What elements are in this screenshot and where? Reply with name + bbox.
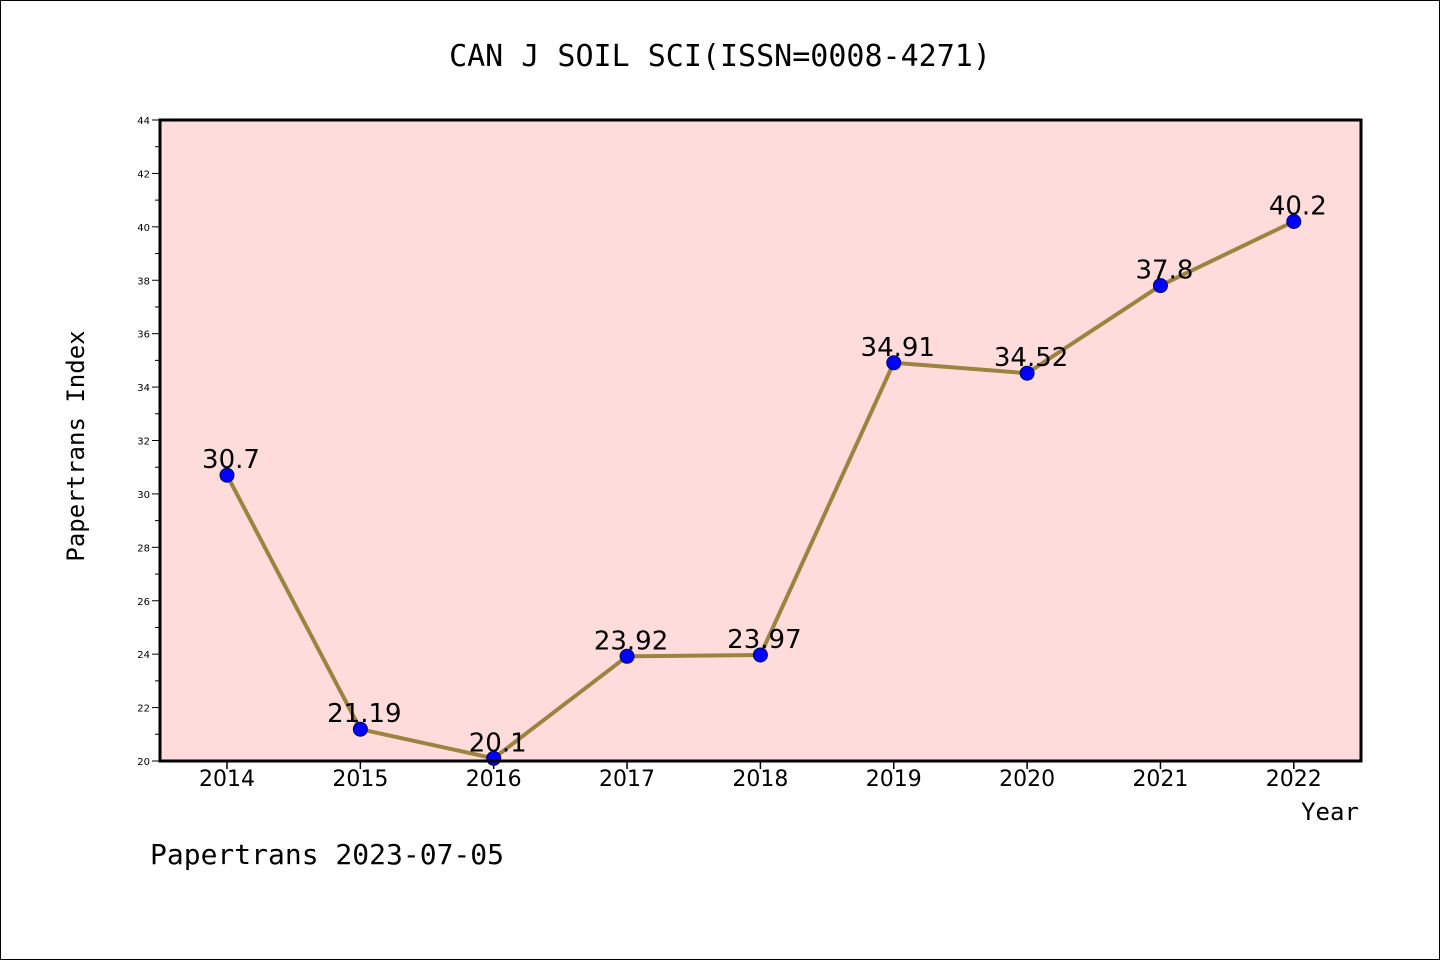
data-point [752,647,768,663]
y-tick-label: 24 [137,650,150,661]
data-labels: 30.7 21.19 20.1 23.92 23.97 34.91 34.52 37.8 40.… [202,191,1327,758]
data-point [886,355,902,371]
y-axis-label: Papertrans Index [62,330,90,561]
data-label: 40.2 [1269,191,1327,221]
data-label: 30.7 [202,445,260,475]
data-point [1019,365,1035,381]
data-label: 34.52 [994,343,1068,373]
footer-date: Papertrans 2023-07-05 [150,838,504,871]
chart-title: CAN J SOIL SCI(ISSN=0008-4271) [449,39,991,74]
y-tick-label: 30 [137,490,150,501]
x-tick-label: 2018 [732,767,788,792]
x-tick-label: 2022 [1266,767,1322,792]
y-axis-ticks: 20 22 24 26 28 30 32 34 36 38 40 42 44 [137,116,160,768]
x-tick-label: 2014 [199,767,255,792]
y-tick-label: 22 [137,704,150,715]
x-tick-label: 2021 [1132,767,1188,792]
y-tick-label: 40 [137,223,150,234]
y-tick-label: 34 [137,383,150,394]
y-tick-label: 38 [137,276,150,287]
y-tick-label: 28 [137,543,150,554]
data-label: 21.19 [327,699,401,729]
y-tick-label: 36 [137,330,150,341]
data-point [352,721,368,737]
x-tick-label: 2017 [599,767,655,792]
data-label: 23.97 [727,625,801,655]
plot-area [160,120,1361,761]
data-label: 20.1 [469,728,527,758]
y-tick-label: 20 [137,757,150,768]
x-tick-label: 2020 [999,767,1055,792]
x-tick-label: 2016 [466,767,522,792]
data-label: 37.8 [1136,256,1194,286]
plot-border [158,118,1363,763]
x-axis-label: Year [1301,798,1359,826]
data-point [219,467,235,483]
y-tick-label: 26 [137,597,150,608]
data-point [619,648,635,664]
x-axis-ticks: 2014 2015 2016 2017 2018 2019 2020 2021 2022 [199,761,1322,792]
y-tick-label: 32 [137,437,150,448]
y-tick-label: 44 [137,116,150,127]
y-tick-label: 42 [137,169,150,180]
x-tick-label: 2019 [866,767,922,792]
data-label: 23.92 [594,626,668,656]
x-tick-label: 2015 [332,767,388,792]
data-label: 34.91 [861,333,935,363]
data-point [1286,213,1302,229]
data-point [1152,278,1168,294]
